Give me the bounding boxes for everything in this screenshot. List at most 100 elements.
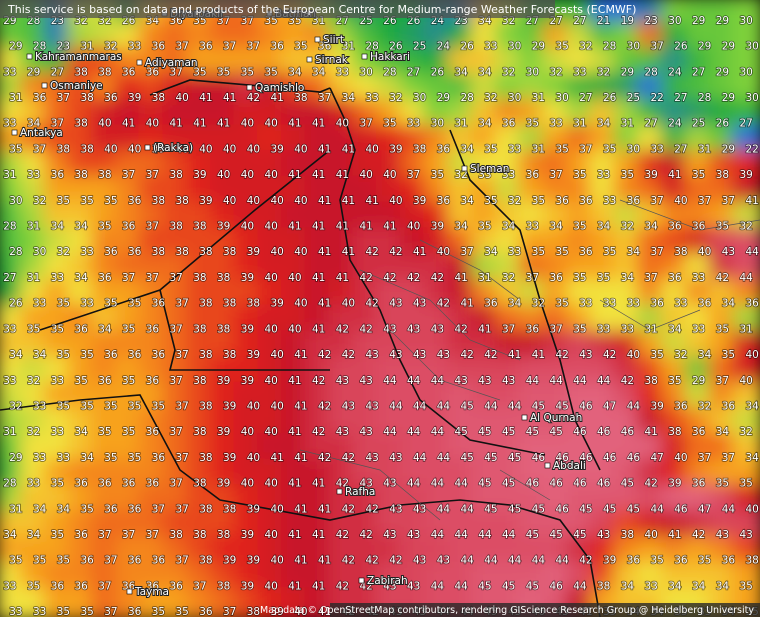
temperature-value: 43 <box>359 478 372 490</box>
temperature-value: 37 <box>33 143 46 155</box>
place-name: Siirt <box>323 34 344 46</box>
temperature-value: 38 <box>223 349 236 361</box>
temperature-value: 37 <box>175 452 188 464</box>
temperature-value: 44 <box>407 478 421 490</box>
temperature-value: 32 <box>739 426 752 438</box>
temperature-value: 44 <box>413 400 427 412</box>
temperature-value: 35 <box>668 375 681 387</box>
temperature-value: 45 <box>573 529 586 541</box>
temperature-value: 43 <box>722 246 735 258</box>
temperature-value: 34 <box>74 426 88 438</box>
temperature-value: 42 <box>342 452 355 464</box>
temperature-value: 28 <box>365 41 378 53</box>
temperature-value: 38 <box>74 118 87 130</box>
temperature-value: 41 <box>312 272 325 284</box>
temperature-value: 46 <box>579 452 593 464</box>
temperature-value: 36 <box>80 555 94 567</box>
temperature-value: 33 <box>621 323 634 335</box>
temperature-value: 41 <box>508 349 521 361</box>
temperature-value: 37 <box>104 606 117 617</box>
temperature-value: 45 <box>526 580 539 592</box>
temperature-value: 45 <box>627 503 640 515</box>
place-marker <box>314 36 321 43</box>
temperature-value: 43 <box>407 529 420 541</box>
temperature-value: 43 <box>437 349 450 361</box>
temperature-value: 38 <box>80 143 93 155</box>
temperature-value: 34 <box>454 221 468 233</box>
temperature-value: 35 <box>98 221 111 233</box>
temperature-value: 37 <box>146 272 159 284</box>
temperature-value: 41 <box>312 323 325 335</box>
temperature-value: 38 <box>294 92 307 104</box>
temperature-value: 30 <box>33 246 46 258</box>
temperature-value: 42 <box>312 426 325 438</box>
temperature-value: 29 <box>621 66 634 78</box>
temperature-value: 37 <box>98 580 111 592</box>
temperature-value: 44 <box>454 580 468 592</box>
temperature-value: 28 <box>603 41 616 53</box>
temperature-value: 43 <box>389 452 402 464</box>
temperature-value: 42 <box>342 503 355 515</box>
temperature-value: 45 <box>502 580 515 592</box>
temperature-value: 38 <box>644 375 657 387</box>
temperature-value: 31 <box>621 118 634 130</box>
temperature-value: 44 <box>526 375 540 387</box>
temperature-value: 35 <box>573 323 586 335</box>
temperature-value: 36 <box>692 221 706 233</box>
temperature-value: 36 <box>128 555 142 567</box>
temperature-value: 27 <box>51 66 64 78</box>
place-name: Rafha <box>345 486 375 498</box>
temperature-value: 35 <box>80 349 93 361</box>
place-name: Osmaniye <box>50 80 103 92</box>
temperature-value: 29 <box>27 66 40 78</box>
temperature-value: 35 <box>621 169 634 181</box>
temperature-value: 24 <box>437 41 451 53</box>
temperature-value: 38 <box>668 426 681 438</box>
temperature-value: 44 <box>508 400 522 412</box>
temperature-value: 36 <box>668 272 682 284</box>
place-marker <box>361 53 368 60</box>
temperature-value: 44 <box>437 400 451 412</box>
place-marker <box>544 462 551 469</box>
temperature-value: 44 <box>431 375 445 387</box>
temperature-value: 41 <box>312 478 325 490</box>
temperature-value: 33 <box>573 66 586 78</box>
temperature-value: 29 <box>692 15 705 27</box>
temperature-value: 32 <box>549 66 562 78</box>
temperature-value: 31 <box>644 323 657 335</box>
temperature-value: 34 <box>597 221 611 233</box>
temperature-value: 36 <box>146 66 160 78</box>
temperature-value: 35 <box>692 169 705 181</box>
temperature-value: 33 <box>336 66 349 78</box>
temperature-value: 34 <box>288 66 302 78</box>
place-name: Sirnak <box>315 54 349 66</box>
temperature-value: 40 <box>288 272 301 284</box>
place-marker <box>144 144 151 151</box>
place-name: Adiyaman <box>145 57 198 69</box>
temperature-value: 43 <box>359 375 372 387</box>
temperature-value: 36 <box>169 580 183 592</box>
temperature-value: 36 <box>152 452 166 464</box>
temperature-value: 36 <box>122 580 136 592</box>
temperature-value: 40 <box>270 555 283 567</box>
temperature-value: 45 <box>484 503 497 515</box>
place-name: (Rakka) <box>153 142 193 154</box>
temperature-value: 44 <box>739 272 753 284</box>
temperature-value: 40 <box>270 195 283 207</box>
temperature-value: 45 <box>532 400 545 412</box>
temperature-value: 31 <box>532 143 545 155</box>
temperature-value: 43 <box>365 349 378 361</box>
temperature-value: 37 <box>644 272 657 284</box>
temperature-value: 41 <box>169 118 182 130</box>
temperature-value: 38 <box>199 555 212 567</box>
temperature-value: 37 <box>318 92 331 104</box>
temperature-value: 40 <box>241 169 254 181</box>
temperature-value: 30 <box>9 195 22 207</box>
temperature-value: 40 <box>674 195 687 207</box>
temperature-value: 44 <box>502 529 516 541</box>
temperature-value: 40 <box>98 118 111 130</box>
temperature-value: 38 <box>217 323 230 335</box>
temperature-value: 46 <box>549 580 563 592</box>
temperature-value: 30 <box>508 41 521 53</box>
temperature-value: 34 <box>745 400 759 412</box>
